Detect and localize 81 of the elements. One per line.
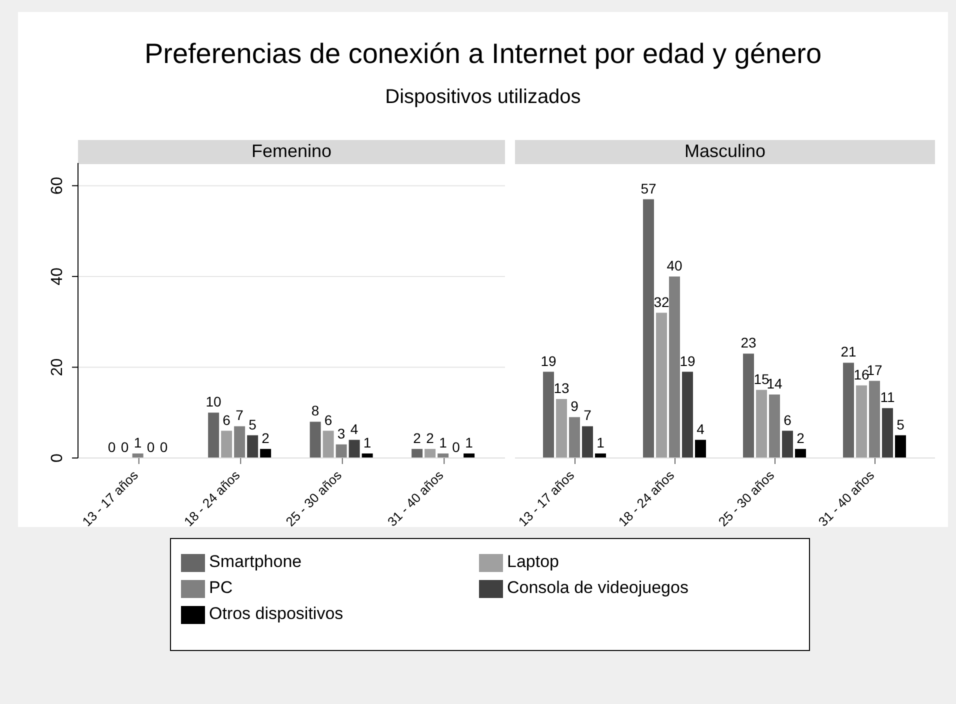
bar	[412, 448, 423, 458]
bar	[543, 372, 554, 458]
bar	[682, 372, 693, 458]
data-label: 10	[206, 394, 222, 410]
bar	[336, 444, 347, 458]
data-label: 23	[740, 334, 756, 351]
data-label: 0	[452, 438, 460, 455]
bar	[424, 448, 436, 458]
bar	[769, 394, 780, 458]
bar	[856, 385, 867, 458]
data-label: 4	[350, 420, 358, 437]
bar	[260, 448, 272, 458]
bar	[348, 440, 360, 458]
data-label: 9	[570, 398, 579, 414]
data-label: 0	[146, 438, 155, 455]
data-label: 3	[337, 425, 346, 442]
legend-label: Laptop	[507, 551, 560, 573]
legend-label: Otros dispositivos	[209, 603, 344, 625]
bar	[556, 399, 567, 458]
bar	[695, 440, 706, 458]
data-label: 2	[796, 430, 805, 446]
bar	[756, 390, 767, 458]
data-label: 7	[236, 407, 244, 424]
data-label: 40	[666, 257, 682, 274]
data-label: 6	[784, 412, 792, 428]
data-label: 32	[654, 294, 670, 310]
data-label: 5	[248, 416, 257, 432]
data-label: 0	[108, 438, 116, 455]
data-label: 21	[840, 344, 856, 360]
bar	[247, 435, 258, 458]
data-label: 1	[439, 434, 448, 450]
data-label: 4	[696, 420, 705, 437]
legend-label: PC	[209, 577, 234, 599]
bar	[656, 312, 667, 458]
bar	[743, 354, 754, 458]
bar	[843, 362, 854, 458]
bar	[582, 426, 593, 458]
data-label: 1	[465, 434, 474, 450]
data-label: 13	[554, 380, 570, 396]
bar	[795, 448, 806, 458]
data-label: 0	[160, 438, 168, 455]
bar	[669, 276, 680, 458]
bar	[234, 426, 246, 458]
chart-title: Preferencias de conexión a Internet por edad y género	[143, 38, 823, 70]
data-label: 2	[262, 430, 270, 446]
y-tick-label: 0	[49, 453, 66, 462]
data-label: 16	[854, 366, 870, 382]
data-label: 1	[134, 434, 142, 450]
bar	[869, 380, 880, 458]
data-label: 6	[324, 412, 332, 428]
y-tick-label: 40	[49, 267, 66, 286]
bar	[569, 417, 580, 458]
y-tick-label: 20	[49, 358, 66, 376]
data-label: 5	[896, 416, 905, 432]
text: Masculino	[515, 140, 935, 164]
legend-label: Consola de videojuegos	[507, 577, 690, 599]
chart-subtitle: Dispositivos utilizados	[384, 86, 582, 109]
bar	[643, 199, 654, 458]
bar	[882, 408, 893, 458]
bar	[221, 430, 232, 458]
data-label: 11	[880, 389, 895, 406]
bar	[895, 435, 906, 458]
bar	[310, 422, 321, 458]
data-label: 19	[680, 352, 696, 369]
data-label: 15	[754, 370, 770, 387]
y-tick-label: 60	[49, 176, 66, 195]
data-label: 2	[413, 430, 422, 446]
data-label: 2	[426, 430, 434, 446]
data-label: 1	[363, 434, 372, 450]
data-label: 1	[596, 434, 605, 450]
legend-label: Smartphone	[209, 551, 303, 573]
bar	[208, 412, 220, 458]
data-label: 6	[222, 412, 231, 428]
bar	[782, 430, 793, 458]
bar	[322, 430, 334, 458]
data-label: 8	[311, 402, 320, 419]
data-label: 0	[120, 438, 129, 455]
text: Femenino	[78, 140, 505, 164]
data-label: 57	[640, 180, 656, 196]
data-label: 7	[584, 407, 592, 424]
data-label: 19	[540, 352, 556, 369]
